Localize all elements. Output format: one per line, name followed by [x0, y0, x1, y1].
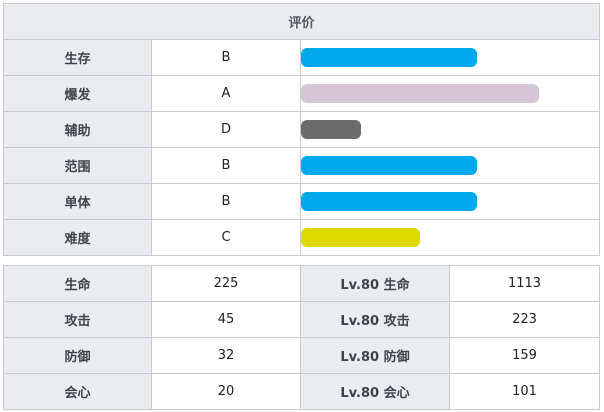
- rating-row-survival: 生存 B: [3, 39, 601, 76]
- rating-label: 难度: [3, 219, 152, 256]
- rating-label: 辅助: [3, 111, 152, 148]
- rating-bar: [301, 120, 361, 139]
- rating-bar-cell: [299, 219, 601, 256]
- rating-bar-cell: [299, 39, 601, 76]
- stat-value: 20: [151, 373, 301, 410]
- rating-label: 范围: [3, 147, 152, 184]
- rating-bar-cell: [299, 147, 601, 184]
- rating-label: 单体: [3, 183, 152, 220]
- stat-lv80-value: 1113: [449, 265, 600, 302]
- stat-value: 225: [151, 265, 301, 302]
- rating-grade: B: [151, 147, 301, 184]
- stat-lv80-value: 101: [449, 373, 600, 410]
- rating-bar: [301, 48, 477, 67]
- stat-lv80-label: Lv.80 攻击: [300, 301, 450, 338]
- rating-bar: [301, 84, 539, 103]
- stats-row-defense: 防御 32 Lv.80 防御 159: [3, 337, 600, 374]
- rating-bar-cell: [299, 183, 601, 220]
- rating-bar: [301, 228, 420, 247]
- stats-row-attack: 攻击 45 Lv.80 攻击 223: [3, 301, 600, 338]
- stat-label: 防御: [3, 337, 152, 374]
- rating-grade: B: [151, 39, 301, 76]
- rating-row-single-target: 单体 B: [3, 183, 601, 220]
- stat-value: 45: [151, 301, 301, 338]
- rating-header-row: 评价: [2, 3, 601, 40]
- stat-lv80-label: Lv.80 会心: [300, 373, 450, 410]
- rating-grade: D: [151, 111, 301, 148]
- stat-lv80-label: Lv.80 防御: [300, 337, 450, 374]
- rating-title: 评价: [2, 3, 601, 40]
- stat-lv80-label: Lv.80 生命: [300, 265, 450, 302]
- rating-row-difficulty: 难度 C: [3, 219, 601, 256]
- stats-row-crit: 会心 20 Lv.80 会心 101: [3, 373, 600, 410]
- stat-label: 攻击: [3, 301, 152, 338]
- rating-row-burst: 爆发 A: [3, 75, 601, 112]
- rating-table: 评价 生存 B 爆发 A 辅助 D 范围 B 单体 B 难度 C: [2, 3, 601, 256]
- stat-lv80-value: 159: [449, 337, 600, 374]
- stat-lv80-value: 223: [449, 301, 600, 338]
- rating-label: 爆发: [3, 75, 152, 112]
- stat-label: 生命: [3, 265, 152, 302]
- rating-bar-cell: [299, 111, 601, 148]
- rating-bar: [301, 192, 477, 211]
- stats-table: 生命 225 Lv.80 生命 1113 攻击 45 Lv.80 攻击 223 …: [3, 265, 600, 410]
- rating-grade: C: [151, 219, 301, 256]
- stat-label: 会心: [3, 373, 152, 410]
- rating-row-area: 范围 B: [3, 147, 601, 184]
- rating-bar-cell: [299, 75, 601, 112]
- rating-label: 生存: [3, 39, 152, 76]
- rating-bar: [301, 156, 477, 175]
- rating-row-support: 辅助 D: [3, 111, 601, 148]
- rating-grade: A: [151, 75, 301, 112]
- stats-row-hp: 生命 225 Lv.80 生命 1113: [3, 265, 600, 302]
- rating-grade: B: [151, 183, 301, 220]
- stat-value: 32: [151, 337, 301, 374]
